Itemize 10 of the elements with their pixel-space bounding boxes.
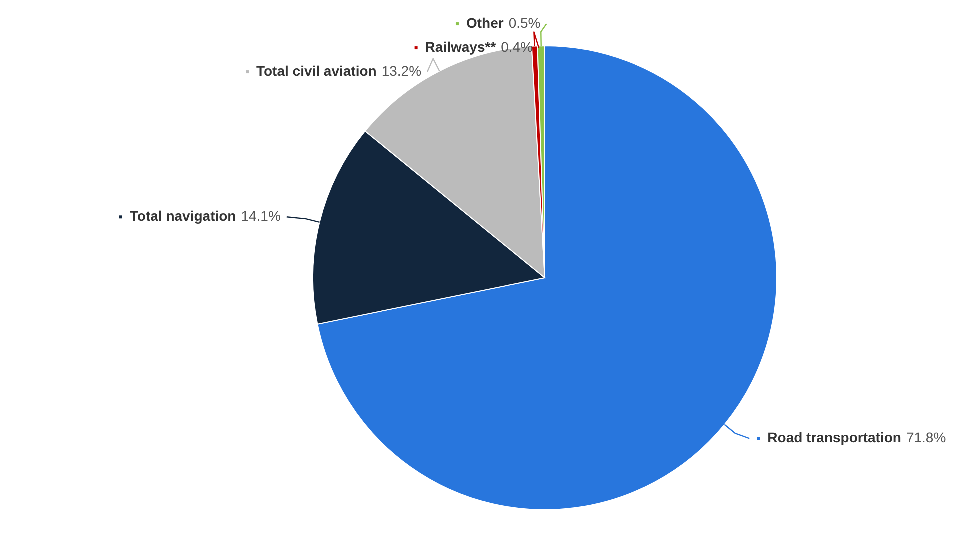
data-label: 13.2% [382,63,422,80]
legend-label: Total civil aviation [256,63,377,80]
legend-label: Railways** [425,39,497,56]
legend-label: Road transportation [768,430,902,446]
data-label: 0.4% [501,39,534,56]
data-label: 14.1% [241,208,281,224]
data-label: 71.8% [906,430,946,446]
data-label: 0.5% [508,15,541,32]
legend-label: Other [466,15,504,32]
legend-label: Total navigation [130,208,236,224]
